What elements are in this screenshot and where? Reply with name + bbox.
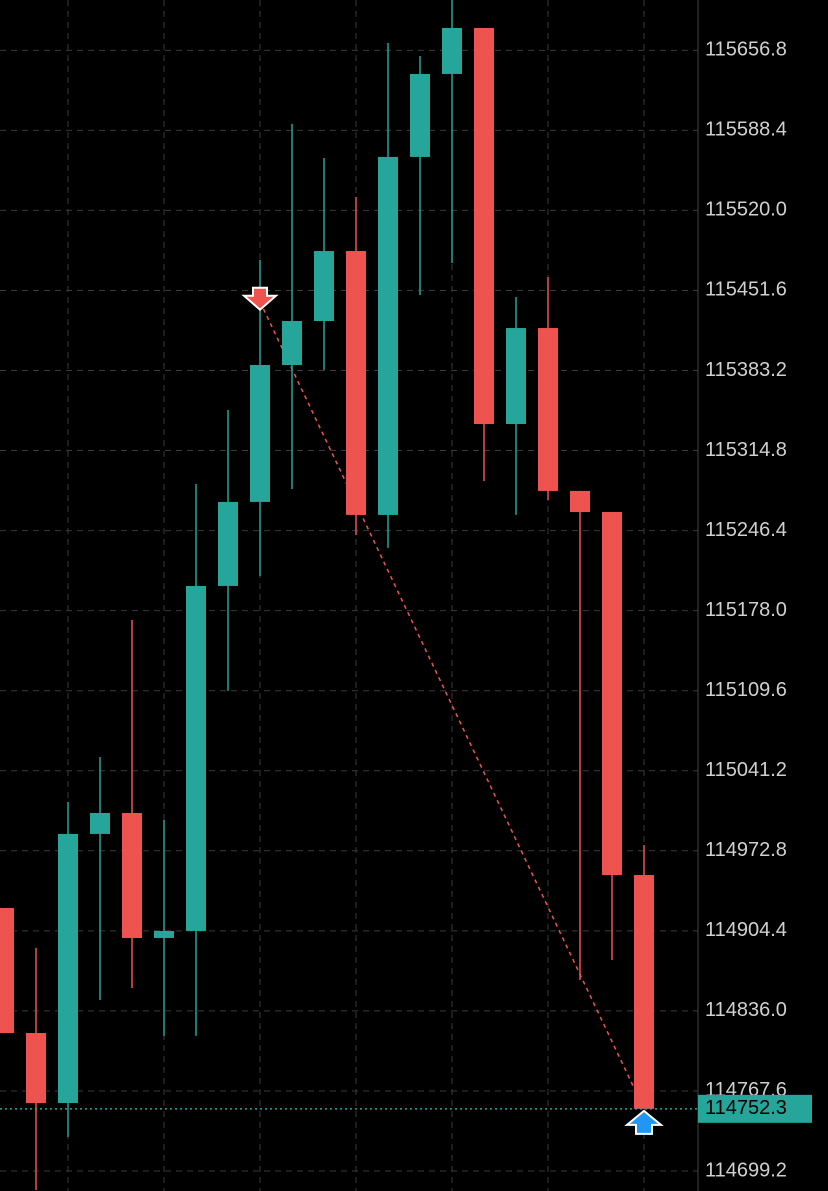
sell-marker xyxy=(241,286,279,312)
candle-body xyxy=(90,812,110,834)
y-tick-label: 115314.8 xyxy=(705,439,787,461)
candle-body xyxy=(58,833,78,1103)
y-tick-label: 114836.0 xyxy=(705,999,787,1021)
candle-body xyxy=(346,251,366,515)
y-tick-label: 114904.4 xyxy=(705,919,787,941)
y-tick-label: 115041.2 xyxy=(705,759,787,781)
candle-body xyxy=(570,490,590,513)
candle-body xyxy=(538,328,558,491)
y-tick-label: 114699.2 xyxy=(705,1159,787,1181)
candle-body xyxy=(186,585,206,931)
candle-body xyxy=(250,365,270,502)
candle-body xyxy=(442,27,462,74)
last-price-label: 114752.3 xyxy=(705,1097,787,1119)
candle-body xyxy=(378,156,398,515)
candle-body xyxy=(474,27,494,424)
candle-body xyxy=(506,328,526,424)
y-tick-label: 115246.4 xyxy=(705,519,787,541)
candle-body xyxy=(282,321,302,366)
candle-body xyxy=(410,73,430,157)
candle-body xyxy=(26,1033,46,1103)
candle-body xyxy=(218,501,238,586)
buy-marker xyxy=(624,1109,664,1135)
candle-body xyxy=(122,812,142,938)
candle-body xyxy=(154,930,174,938)
candle-body xyxy=(314,251,334,322)
y-tick-label: 115109.6 xyxy=(705,679,787,701)
last-price-box xyxy=(698,1094,812,1123)
candle-body xyxy=(0,908,14,1034)
y-tick-label: 115383.2 xyxy=(705,359,787,381)
candle-body xyxy=(602,512,622,876)
candle-body xyxy=(634,875,654,1109)
y-tick-label: 114972.8 xyxy=(705,839,787,861)
y-tick-label: 115588.4 xyxy=(705,119,787,141)
y-tick-label: 115656.8 xyxy=(705,39,787,61)
y-tick-label: 115451.6 xyxy=(705,279,787,301)
y-tick-label: 115178.0 xyxy=(705,599,787,621)
y-tick-label: 115520.0 xyxy=(705,199,787,221)
